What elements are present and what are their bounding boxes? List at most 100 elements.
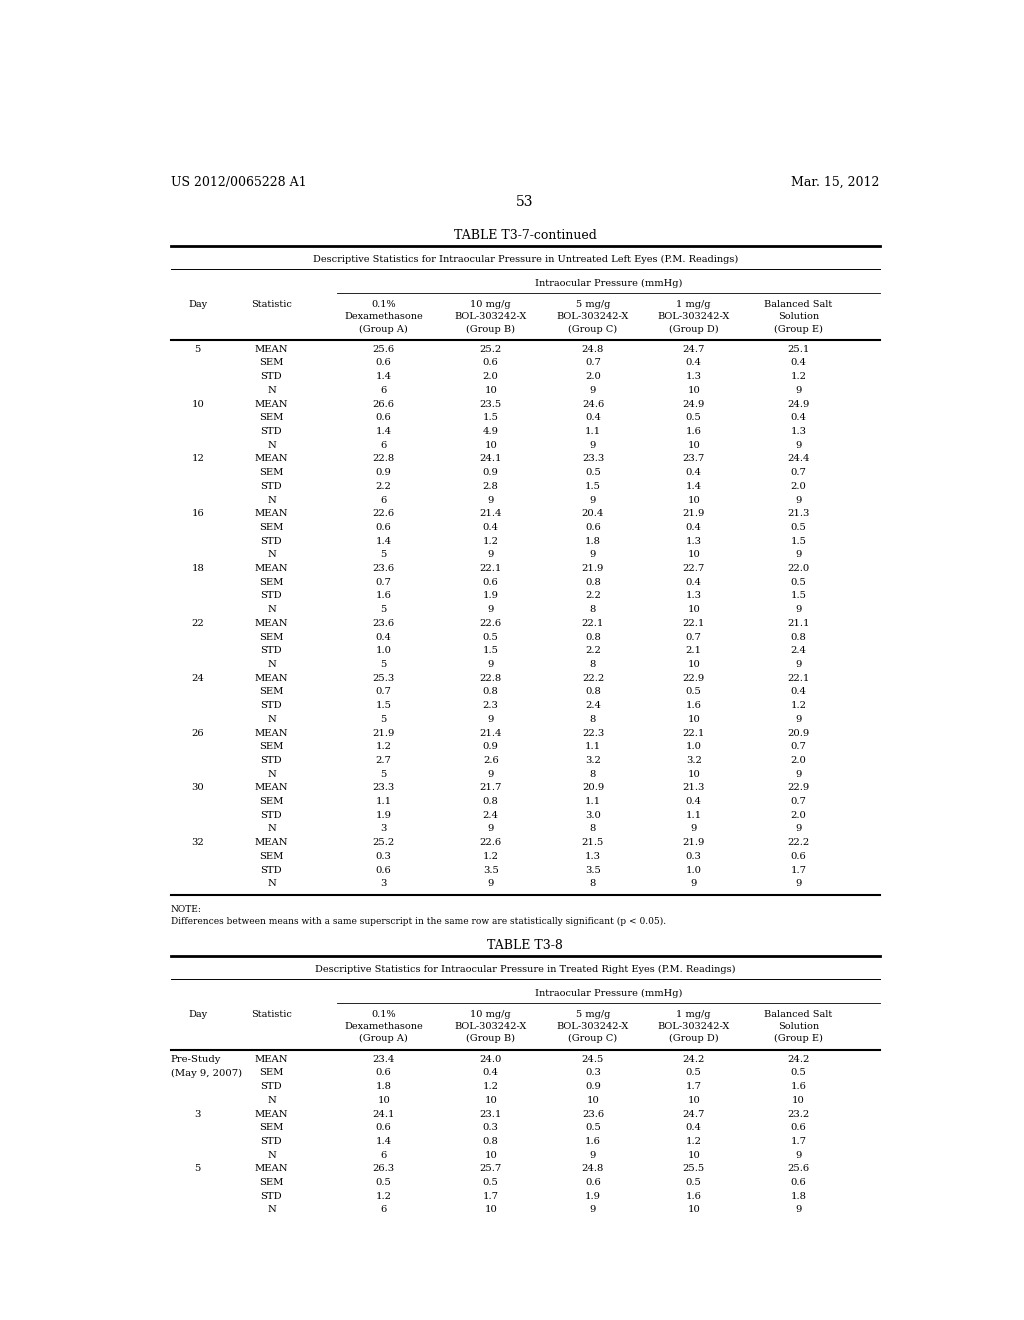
Text: 1.4: 1.4 xyxy=(376,372,392,381)
Text: 23.1: 23.1 xyxy=(479,1110,502,1118)
Text: 24.8: 24.8 xyxy=(582,1164,604,1173)
Text: 1.8: 1.8 xyxy=(585,537,601,545)
Text: N: N xyxy=(267,385,275,395)
Text: 9: 9 xyxy=(796,1205,802,1214)
Text: 23.6: 23.6 xyxy=(582,1110,604,1118)
Text: MEAN: MEAN xyxy=(255,1055,288,1064)
Text: Intraocular Pressure (mmHg): Intraocular Pressure (mmHg) xyxy=(535,280,682,288)
Text: 5: 5 xyxy=(381,605,387,614)
Text: 0.8: 0.8 xyxy=(585,578,601,587)
Text: 5 mg/g: 5 mg/g xyxy=(575,1010,610,1019)
Text: 9: 9 xyxy=(590,495,596,504)
Text: 10: 10 xyxy=(484,441,497,450)
Text: 0.7: 0.7 xyxy=(791,797,806,807)
Text: 10: 10 xyxy=(484,1151,497,1160)
Text: 23.2: 23.2 xyxy=(787,1110,810,1118)
Text: 0.8: 0.8 xyxy=(585,632,601,642)
Text: 5: 5 xyxy=(195,345,201,354)
Text: BOL-303242-X: BOL-303242-X xyxy=(657,1022,730,1031)
Text: 23.3: 23.3 xyxy=(582,454,604,463)
Text: MEAN: MEAN xyxy=(255,400,288,409)
Text: 8: 8 xyxy=(590,879,596,888)
Text: N: N xyxy=(267,550,275,560)
Text: 6: 6 xyxy=(381,1151,387,1160)
Text: 10: 10 xyxy=(377,1096,390,1105)
Text: 24.6: 24.6 xyxy=(582,400,604,409)
Text: 2.2: 2.2 xyxy=(585,591,601,601)
Text: 9: 9 xyxy=(690,825,697,833)
Text: 0.9: 0.9 xyxy=(482,742,499,751)
Text: 0.4: 0.4 xyxy=(791,413,806,422)
Text: 9: 9 xyxy=(487,550,494,560)
Text: 8: 8 xyxy=(590,770,596,779)
Text: 0.5: 0.5 xyxy=(686,1177,701,1187)
Text: 24.9: 24.9 xyxy=(787,400,810,409)
Text: 24.7: 24.7 xyxy=(683,1110,705,1118)
Text: 9: 9 xyxy=(590,550,596,560)
Text: 0.7: 0.7 xyxy=(791,469,806,477)
Text: 25.7: 25.7 xyxy=(479,1164,502,1173)
Text: MEAN: MEAN xyxy=(255,619,288,628)
Text: 22: 22 xyxy=(191,619,204,628)
Text: 1.6: 1.6 xyxy=(376,591,392,601)
Text: 10: 10 xyxy=(687,385,700,395)
Text: STD: STD xyxy=(260,591,283,601)
Text: 0.3: 0.3 xyxy=(686,851,701,861)
Text: 10 mg/g: 10 mg/g xyxy=(470,300,511,309)
Text: 9: 9 xyxy=(796,441,802,450)
Text: 0.3: 0.3 xyxy=(585,1068,601,1077)
Text: 1.0: 1.0 xyxy=(686,742,701,751)
Text: 0.6: 0.6 xyxy=(585,523,601,532)
Text: MEAN: MEAN xyxy=(255,454,288,463)
Text: 10: 10 xyxy=(687,1205,700,1214)
Text: 0.6: 0.6 xyxy=(791,851,806,861)
Text: TABLE T3-8: TABLE T3-8 xyxy=(487,940,563,952)
Text: SEM: SEM xyxy=(259,523,284,532)
Text: 10: 10 xyxy=(484,1096,497,1105)
Text: 1.2: 1.2 xyxy=(686,1137,701,1146)
Text: 1.4: 1.4 xyxy=(376,537,392,545)
Text: 21.1: 21.1 xyxy=(787,619,810,628)
Text: Balanced Salt: Balanced Salt xyxy=(764,1010,833,1019)
Text: 23.6: 23.6 xyxy=(373,564,395,573)
Text: 0.8: 0.8 xyxy=(585,688,601,697)
Text: 0.6: 0.6 xyxy=(376,866,391,875)
Text: Day: Day xyxy=(188,300,207,309)
Text: 9: 9 xyxy=(796,1151,802,1160)
Text: SEM: SEM xyxy=(259,632,284,642)
Text: 9: 9 xyxy=(796,715,802,723)
Text: 9: 9 xyxy=(796,770,802,779)
Text: (Group A): (Group A) xyxy=(359,325,409,334)
Text: (Group A): (Group A) xyxy=(359,1035,409,1044)
Text: 25.3: 25.3 xyxy=(373,673,395,682)
Text: 1.2: 1.2 xyxy=(791,372,806,381)
Text: SEM: SEM xyxy=(259,1068,284,1077)
Text: 8: 8 xyxy=(590,825,596,833)
Text: 8: 8 xyxy=(590,605,596,614)
Text: 53: 53 xyxy=(516,194,534,209)
Text: 22.1: 22.1 xyxy=(479,564,502,573)
Text: 25.2: 25.2 xyxy=(373,838,395,847)
Text: 9: 9 xyxy=(796,550,802,560)
Text: 3: 3 xyxy=(381,879,387,888)
Text: 22.3: 22.3 xyxy=(582,729,604,738)
Text: 21.7: 21.7 xyxy=(479,783,502,792)
Text: MEAN: MEAN xyxy=(255,1164,288,1173)
Text: 5: 5 xyxy=(381,770,387,779)
Text: 1.3: 1.3 xyxy=(791,426,806,436)
Text: 5 mg/g: 5 mg/g xyxy=(575,300,610,309)
Text: 0.5: 0.5 xyxy=(585,469,601,477)
Text: 10: 10 xyxy=(484,385,497,395)
Text: 24.2: 24.2 xyxy=(683,1055,705,1064)
Text: 1.6: 1.6 xyxy=(686,1192,701,1201)
Text: 0.5: 0.5 xyxy=(686,413,701,422)
Text: 24.8: 24.8 xyxy=(582,345,604,354)
Text: 0.6: 0.6 xyxy=(376,523,391,532)
Text: N: N xyxy=(267,441,275,450)
Text: 9: 9 xyxy=(690,879,697,888)
Text: US 2012/0065228 A1: US 2012/0065228 A1 xyxy=(171,176,306,189)
Text: 1.8: 1.8 xyxy=(376,1082,392,1092)
Text: 10: 10 xyxy=(484,1205,497,1214)
Text: SEM: SEM xyxy=(259,469,284,477)
Text: 2.4: 2.4 xyxy=(585,701,601,710)
